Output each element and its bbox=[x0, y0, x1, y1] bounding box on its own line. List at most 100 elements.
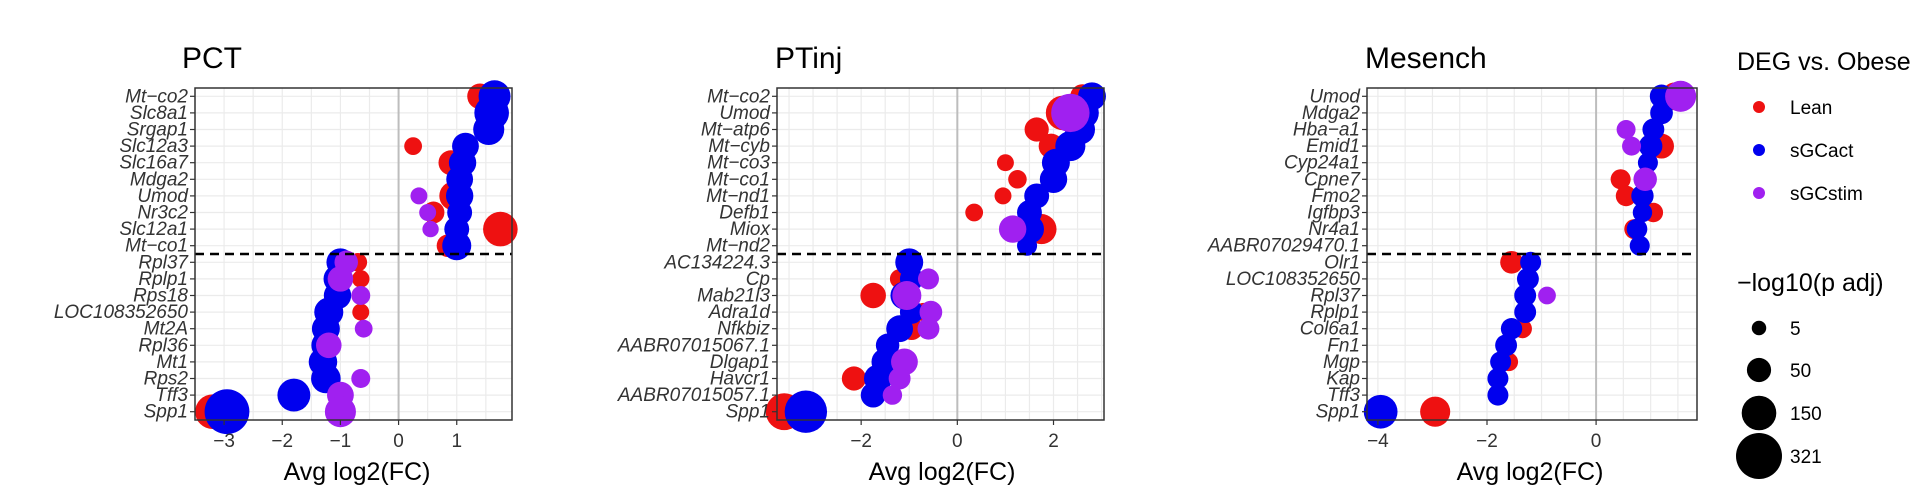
y-tick-label: Mdga2 bbox=[130, 169, 189, 190]
data-point bbox=[483, 211, 518, 247]
data-point bbox=[1487, 367, 1509, 390]
x-axis-label: Avg log2(FC) bbox=[1457, 458, 1604, 486]
y-tick-label: Defb1 bbox=[719, 203, 770, 224]
data-point bbox=[1051, 93, 1090, 133]
data-point bbox=[1490, 351, 1512, 373]
y-tick-label: Nr4a1 bbox=[1308, 219, 1360, 240]
y-tick-label: Umod bbox=[1309, 86, 1361, 107]
x-tick-label: 2 bbox=[1048, 431, 1059, 452]
y-tick-label: Dlgap1 bbox=[710, 352, 770, 373]
data-point bbox=[1626, 218, 1648, 240]
data-point bbox=[354, 319, 373, 338]
legend-size-label: 50 bbox=[1790, 361, 1811, 382]
data-point bbox=[1039, 165, 1068, 194]
y-tick-label: LOC108352650 bbox=[1226, 269, 1361, 290]
y-tick-label: Slc12a3 bbox=[119, 136, 188, 157]
data-point bbox=[351, 369, 371, 388]
y-tick-label: Mt−nd1 bbox=[706, 186, 770, 207]
y-tick-label: Mdga2 bbox=[1302, 103, 1361, 124]
y-tick-label: Hba−a1 bbox=[1293, 120, 1360, 141]
color-legend-title: DEG vs. Obese bbox=[1737, 48, 1911, 76]
data-point bbox=[1487, 384, 1509, 406]
y-tick-label: Mt1 bbox=[156, 352, 188, 373]
legend-color-label: sGCact bbox=[1790, 141, 1854, 162]
plot-border bbox=[194, 87, 513, 421]
y-tick-label: Cyp24a1 bbox=[1284, 153, 1360, 174]
data-point bbox=[1500, 250, 1523, 274]
y-tick-label: Miox bbox=[730, 219, 772, 240]
y-tick-label: Igfbp3 bbox=[1307, 203, 1360, 224]
y-tick-label: AABR07015057.1 bbox=[617, 385, 770, 406]
legend-color-dot bbox=[1753, 101, 1765, 113]
y-tick-label: Spp1 bbox=[726, 402, 770, 423]
y-tick-label: Mab21l3 bbox=[697, 286, 770, 307]
data-point bbox=[1650, 101, 1673, 125]
data-point bbox=[892, 280, 922, 311]
legend-size-label: 321 bbox=[1790, 447, 1822, 468]
data-point bbox=[1500, 318, 1523, 340]
y-tick-label: Havcr1 bbox=[710, 369, 770, 390]
plot-border bbox=[776, 87, 1105, 421]
y-tick-label: Rps18 bbox=[133, 286, 188, 307]
legend-color-label: sGCstim bbox=[1790, 184, 1863, 205]
data-point bbox=[1622, 136, 1642, 156]
y-tick-label: Fn1 bbox=[1327, 335, 1360, 356]
plot-border bbox=[1366, 87, 1698, 421]
data-point bbox=[1514, 301, 1537, 324]
data-point bbox=[410, 187, 428, 205]
y-tick-label: Mt−co1 bbox=[707, 169, 770, 190]
legend-size-dot bbox=[1751, 320, 1767, 336]
data-point bbox=[1616, 120, 1636, 139]
data-point bbox=[1495, 334, 1518, 357]
legend-size-label: 5 bbox=[1790, 319, 1801, 340]
data-point bbox=[327, 266, 354, 292]
x-tick-label: 1 bbox=[451, 431, 462, 452]
y-tick-label: Rpl37 bbox=[1310, 286, 1361, 307]
y-tick-label: Umod bbox=[719, 103, 771, 124]
y-tick-label: Slc12a1 bbox=[119, 219, 188, 240]
y-tick-label: Slc8a1 bbox=[130, 103, 188, 124]
data-point bbox=[1665, 80, 1697, 112]
panel-title: PTinj bbox=[775, 42, 842, 75]
panel-ptinj: PTinj Avg log2(FC) Mt−co2UmodMt−atp6Mt−c… bbox=[617, 42, 1106, 486]
data-point bbox=[1637, 152, 1658, 173]
x-tick-label: −2 bbox=[1476, 431, 1498, 452]
y-tick-label: Mt2A bbox=[144, 319, 188, 340]
data-point bbox=[917, 317, 940, 340]
y-tick-label: Mt−nd2 bbox=[706, 236, 770, 257]
data-point bbox=[1633, 167, 1657, 192]
data-point bbox=[1514, 284, 1537, 307]
data-point bbox=[1420, 396, 1451, 427]
y-tick-label: Kap bbox=[1326, 369, 1360, 390]
panel-title: Mesench bbox=[1365, 42, 1487, 75]
data-point bbox=[404, 137, 423, 155]
y-tick-label: Nr3c2 bbox=[137, 203, 188, 224]
data-point bbox=[994, 187, 1012, 205]
x-tick-label: 0 bbox=[1591, 431, 1602, 452]
x-tick-label: −2 bbox=[271, 431, 293, 452]
y-tick-label: Rplp1 bbox=[1310, 302, 1360, 323]
x-tick-label: −3 bbox=[213, 431, 235, 452]
data-point bbox=[965, 203, 984, 222]
legend-size-dot bbox=[1741, 395, 1777, 431]
data-point bbox=[1610, 169, 1631, 190]
data-point bbox=[841, 366, 867, 391]
data-point bbox=[1615, 185, 1637, 207]
data-point bbox=[277, 378, 311, 412]
y-tick-label: Col6a1 bbox=[1300, 319, 1360, 340]
panel-mesench: Mesench Avg log2(FC) UmodMdga2Hba−a1Emid… bbox=[1207, 42, 1698, 486]
data-point bbox=[784, 390, 828, 433]
y-tick-label: Slc16a7 bbox=[119, 153, 189, 174]
y-tick-label: Mt−co2 bbox=[707, 86, 770, 107]
y-tick-label: Mt−atp6 bbox=[701, 120, 771, 141]
y-tick-label: Mt−co2 bbox=[125, 86, 188, 107]
data-point bbox=[1017, 235, 1038, 256]
data-point bbox=[888, 367, 911, 390]
legend-size-dot bbox=[1736, 433, 1782, 479]
legend-size-label: 150 bbox=[1790, 404, 1822, 425]
y-tick-label: Emid1 bbox=[1306, 136, 1360, 157]
data-point bbox=[882, 385, 903, 405]
y-tick-label: Tff3 bbox=[1327, 385, 1360, 406]
data-point bbox=[860, 282, 886, 309]
